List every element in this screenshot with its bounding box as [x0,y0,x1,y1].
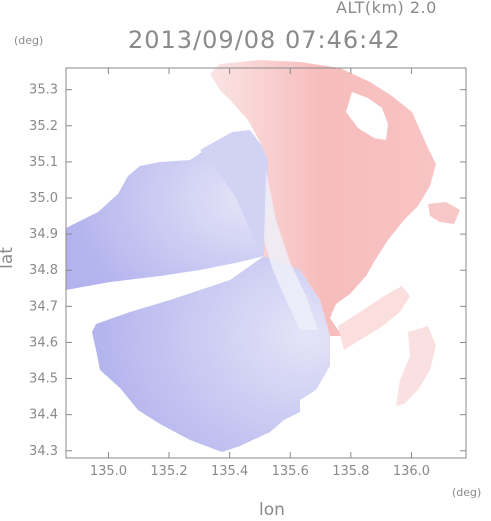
y-tick-label: 34.3 [29,444,58,459]
y-tick-label: 34.7 [29,299,58,314]
y-tick-label: 34.8 [29,263,58,278]
y-tick-label: 35.0 [29,191,58,206]
x-tick-label: 135.2 [150,464,187,479]
y-tick-label: 35.2 [29,119,58,134]
echo-north-west [200,130,268,256]
y-tick-label: 34.6 [29,335,58,350]
echo-gap [346,92,388,140]
echo-southeast-tail [396,326,436,406]
radar-echo-field [66,60,460,452]
x-axis-label: lon [259,500,285,520]
y-tick-label: 35.1 [29,155,58,170]
echo-west-upper [66,140,268,290]
timestamp-title: 2013/09/08 07:46:42 [128,26,401,54]
echo-southeast-arc [338,286,410,350]
altitude-label: ALT(km) 2.0 [336,0,437,17]
y-tick-label: 35.3 [29,83,58,98]
x-tick-label: 135.0 [90,464,127,479]
y-tick-label: 34.9 [29,227,58,242]
x-tick-label: 135.6 [272,464,309,479]
x-tick-label: 136.0 [393,464,430,479]
x-axis-ticks: 135.0 135.2 135.4 135.6 135.8 136.0 [90,68,430,479]
echo-south-west [92,256,330,452]
plot-frame [65,67,467,459]
y-tick-label: 34.5 [29,372,58,387]
y-tick-label: 34.4 [29,408,58,423]
y-axis-unit: (deg) [14,34,44,47]
x-axis-unit: (deg) [452,486,482,499]
echo-transition [264,170,318,330]
y-axis-ticks: 34.3 34.4 34.5 34.6 34.7 34.8 34.9 35.0 35.1 35.2… [29,83,466,459]
echo-east-fragment [428,202,460,224]
x-tick-label: 135.8 [332,464,369,479]
x-tick-label: 135.4 [211,464,248,479]
